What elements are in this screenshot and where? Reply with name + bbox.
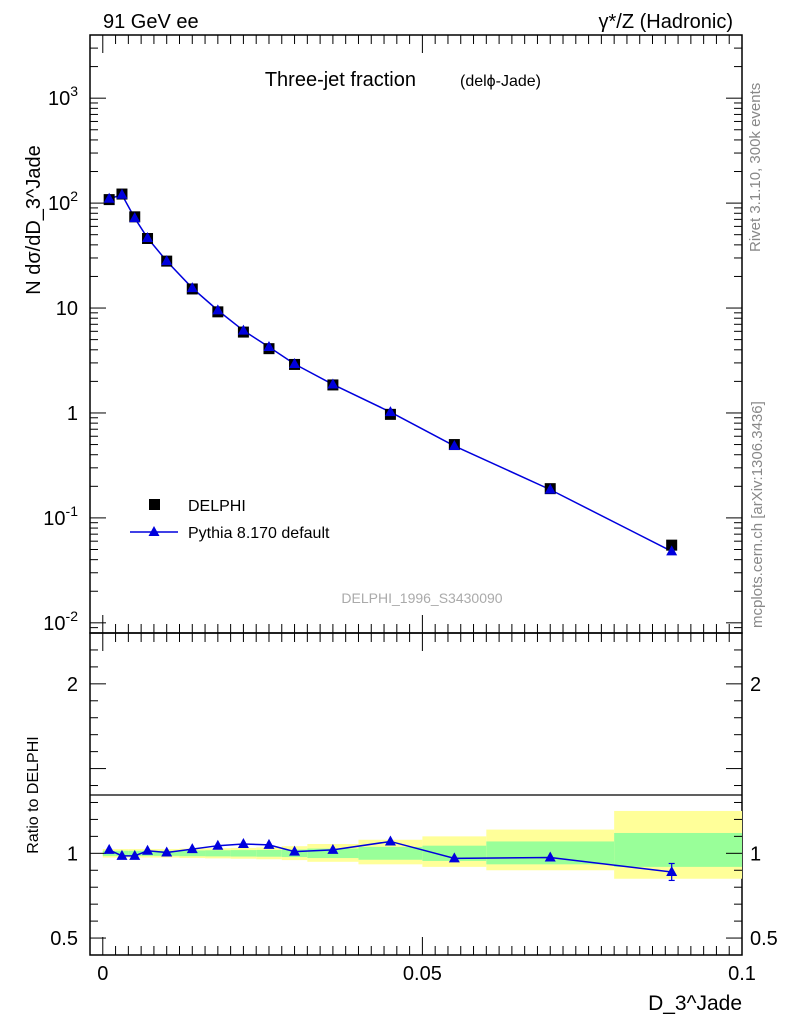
- pythia-point: [161, 255, 173, 266]
- ratio-y-tick-label-right: 0.5: [750, 928, 778, 950]
- header-right: γ*/Z (Hadronic): [599, 11, 733, 33]
- ratio-y-tick-label-right: 2: [750, 674, 761, 696]
- x-tick-label: 0.1: [728, 963, 756, 985]
- ratio-axis-ticks: 0 0.05 0.1 0.5 0.5 1 1 2 2: [50, 632, 778, 985]
- ratio-point: [129, 849, 141, 860]
- plot-title: Three-jet fraction: [265, 69, 416, 91]
- x-tick-label: 0: [97, 963, 108, 985]
- ratio-band-inner: [179, 850, 206, 857]
- legend: DELPHI Pythia 8.170 default: [130, 498, 330, 542]
- ratio-band-inner: [205, 850, 231, 857]
- ratio-band-inner: [614, 832, 742, 867]
- ratio-y-axis-label: Ratio to DELPHI: [25, 736, 42, 853]
- main-plot-frame: [89, 34, 743, 634]
- rivet-version-label: Rivet 3.1.10, 300k events: [747, 83, 764, 252]
- header-left: 91 GeV ee: [103, 11, 199, 33]
- ratio-y-tick-label: 2: [67, 674, 78, 696]
- ratio-point: [142, 844, 154, 855]
- pythia-point: [129, 212, 141, 223]
- pythia-point: [327, 378, 339, 389]
- main-y-tick-label: 1: [67, 403, 78, 425]
- ratio-band-inner: [256, 849, 282, 857]
- main-y-tick-label: 103: [48, 83, 78, 110]
- ratio-point: [384, 835, 396, 846]
- pythia-point: [544, 483, 556, 494]
- main-y-tick-label: 10: [56, 298, 78, 320]
- main-y-axis-label: N dσ/dD_3^Jade: [23, 145, 45, 295]
- ratio-point: [116, 849, 128, 860]
- legend-delphi-label: DELPHI: [188, 498, 246, 515]
- x-tick-label: 0.05: [403, 963, 442, 985]
- x-axis-label: D_3^Jade: [648, 992, 742, 1015]
- legend-pythia-label: Pythia 8.170 default: [188, 525, 330, 542]
- pythia-point: [116, 188, 128, 199]
- ratio-point: [666, 865, 678, 876]
- delphi-point: [666, 539, 678, 551]
- ratio-point: [327, 843, 339, 854]
- pythia-point: [212, 304, 224, 315]
- pythia-point: [666, 545, 678, 556]
- ratio-plot-frame: [89, 632, 743, 956]
- pythia-point: [289, 357, 301, 368]
- legend-delphi-marker: [149, 499, 160, 510]
- ratio-point: [289, 845, 301, 856]
- pythia-point: [103, 192, 115, 203]
- ratio-point: [212, 839, 224, 850]
- plot-subtitle: (delϕ-Jade): [460, 73, 541, 90]
- main-y-tick-label: 10-2: [43, 608, 78, 635]
- ratio-band-inner: [230, 850, 257, 857]
- ratio-point: [103, 843, 115, 854]
- ratio-point: [448, 852, 460, 863]
- ratio-y-tick-label-right: 1: [750, 843, 761, 865]
- pythia-point: [263, 341, 275, 352]
- pythia-point: [448, 439, 460, 450]
- ratio-uncertainty-bands: [102, 810, 742, 879]
- ratio-point: [237, 837, 249, 848]
- main-axis-ticks: 10-2 10-1 1 10 102 103: [43, 34, 743, 635]
- watermark: DELPHI_1996_S3430090: [341, 590, 502, 606]
- main-y-tick-label: 10-1: [43, 503, 78, 530]
- main-marks: [103, 188, 678, 556]
- ratio-point: [263, 838, 275, 849]
- mcplots-reference-label: mcplots.cern.ch [arXiv:1306.3436]: [749, 401, 766, 628]
- ratio-panel: 0 0.05 0.1 0.5 0.5 1 1 2 2 Ratio to DELPHI D_3^J…: [25, 632, 778, 1015]
- ratio-marks: [103, 835, 678, 882]
- pythia-point: [237, 324, 249, 335]
- ratio-point: [161, 846, 173, 857]
- ratio-point: [544, 851, 556, 862]
- legend-pythia-marker: [148, 526, 160, 536]
- ratio-band-inner: [358, 846, 423, 860]
- ratio-y-tick-label: 0.5: [50, 928, 78, 950]
- ratio-point: [186, 843, 198, 854]
- ratio-y-tick-label: 1: [67, 843, 78, 865]
- pythia-point: [186, 282, 198, 293]
- main-panel: 10-2 10-1 1 10 102 103 Three-jet fraction (de…: [23, 34, 743, 635]
- pythia-point: [384, 406, 396, 417]
- main-y-tick-label: 102: [48, 188, 78, 215]
- pythia-point: [142, 232, 154, 243]
